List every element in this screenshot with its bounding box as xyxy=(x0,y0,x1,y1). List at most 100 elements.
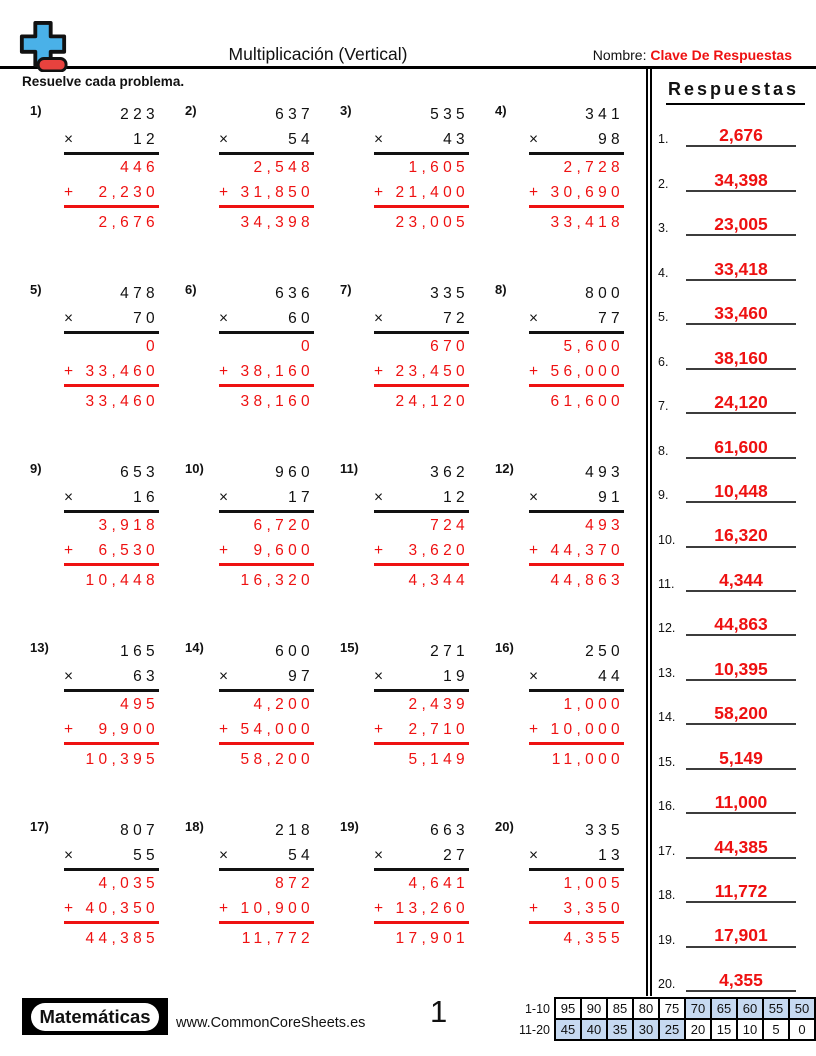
problem-20: 20) 335 × 13 1,005 +3,350 4,355 xyxy=(495,818,650,997)
partial-product-2: +23,450 xyxy=(374,359,469,387)
problem-6: 6) 636 × 60 0 +38,160 38,160 xyxy=(185,281,340,460)
problem-label: 4) xyxy=(495,103,507,118)
multiplier: 13 xyxy=(598,847,624,864)
multiplier-row: × 77 xyxy=(529,306,624,334)
problems-panel: Resuelve cada problema. 1) 223 × 12 446 +… xyxy=(0,69,646,996)
times-icon: × xyxy=(64,131,74,148)
grading-cell: 45 xyxy=(554,1018,582,1041)
partial-product-1: 1,000 xyxy=(563,696,624,713)
grading-cell: 0 xyxy=(788,1018,816,1041)
product: 10,448 xyxy=(85,572,159,589)
answer-row-17: 17. 44,385 xyxy=(652,818,816,862)
problem-label: 14) xyxy=(185,640,204,655)
plus-icon: + xyxy=(374,900,384,917)
answer-number: 18. xyxy=(658,888,676,903)
problem-1: 1) 223 × 12 446 +2,230 2,676 xyxy=(30,102,185,281)
product: 44,863 xyxy=(550,572,624,589)
problem-16: 16) 250 × 44 1,000 +10,000 11,000 xyxy=(495,639,650,818)
partial-product-2: +44,370 xyxy=(529,538,624,566)
grading-cell: 5 xyxy=(762,1018,790,1041)
problem-14: 14) 600 × 97 4,200 +54,000 58,200 xyxy=(185,639,340,818)
multiplicand: 600 xyxy=(275,643,314,660)
answer-number: 5. xyxy=(658,310,669,325)
problem-label: 9) xyxy=(30,461,42,476)
multiplier: 70 xyxy=(133,310,159,327)
answer-number: 12. xyxy=(658,621,676,636)
multiplier-row: × 44 xyxy=(529,664,624,692)
problem-work: 223 × 12 446 +2,230 2,676 xyxy=(64,102,159,281)
answer-value: 38,160 xyxy=(686,348,796,370)
multiplicand: 535 xyxy=(430,106,469,123)
problem-label: 18) xyxy=(185,819,204,834)
problem-work: 653 × 16 3,918 +6,530 10,448 xyxy=(64,460,159,639)
grading-cell: 35 xyxy=(606,1018,634,1041)
grading-cell: 10 xyxy=(736,1018,764,1041)
times-icon: × xyxy=(64,310,74,327)
partial-product-1: 495 xyxy=(120,696,159,713)
answers-heading: Respuestas xyxy=(666,77,806,105)
commoncoresheets-plus-logo-icon xyxy=(18,20,68,77)
multiplier-row: × 70 xyxy=(64,306,159,334)
answer-row-1: 1. 2,676 xyxy=(652,107,816,151)
partial-product-1: 4,641 xyxy=(408,875,469,892)
grading-row-label: 1-10 xyxy=(524,1001,550,1016)
plus-icon: + xyxy=(219,184,229,201)
problem-9: 9) 653 × 16 3,918 +6,530 10,448 xyxy=(30,460,185,639)
multiplier: 27 xyxy=(443,847,469,864)
plus-icon: + xyxy=(219,542,229,559)
answer-number: 3. xyxy=(658,221,669,236)
times-icon: × xyxy=(219,131,229,148)
times-icon: × xyxy=(529,847,539,864)
product: 16,320 xyxy=(240,572,314,589)
multiplicand: 478 xyxy=(120,285,159,302)
multiplier: 54 xyxy=(288,847,314,864)
product: 33,418 xyxy=(550,214,624,231)
answer-number: 2. xyxy=(658,176,669,191)
plus-icon: + xyxy=(529,184,539,201)
answer-row-12: 12. 44,863 xyxy=(652,596,816,640)
website-url: www.CommonCoreSheets.es xyxy=(176,1015,366,1031)
problem-work: 271 × 19 2,439 +2,710 5,149 xyxy=(374,639,469,818)
problem-label: 1) xyxy=(30,103,42,118)
product: 34,398 xyxy=(240,214,314,231)
name-bar: Nombre: Clave De Respuestas xyxy=(593,47,792,63)
problem-label: 13) xyxy=(30,640,49,655)
brand-label: Matemáticas xyxy=(31,1002,159,1031)
partial-product-2: +13,260 xyxy=(374,896,469,924)
multiplier: 16 xyxy=(133,489,159,506)
problem-11: 11) 362 × 12 724 +3,620 4,344 xyxy=(340,460,495,639)
multiplicand: 807 xyxy=(120,822,159,839)
partial-product-2: +31,850 xyxy=(219,180,314,208)
answer-number: 11. xyxy=(658,576,675,591)
times-icon: × xyxy=(529,489,539,506)
plus-icon: + xyxy=(374,721,384,738)
partial-product-1: 670 xyxy=(430,338,469,355)
problem-work: 960 × 17 6,720 +9,600 16,320 xyxy=(219,460,314,639)
partial-2-value: 2,230 xyxy=(98,184,159,201)
multiplicand: 341 xyxy=(585,106,624,123)
multiplicand: 637 xyxy=(275,106,314,123)
answer-number: 1. xyxy=(658,132,669,147)
grading-cell: 90 xyxy=(580,997,608,1020)
problem-label: 20) xyxy=(495,819,514,834)
plus-icon: + xyxy=(529,363,539,380)
matematicas-logo: Matemáticas xyxy=(22,998,168,1035)
answer-row-6: 6. 38,160 xyxy=(652,329,816,373)
partial-product-1: 6,720 xyxy=(253,517,314,534)
problem-work: 535 × 43 1,605 +21,400 23,005 xyxy=(374,102,469,281)
problem-work: 335 × 72 670 +23,450 24,120 xyxy=(374,281,469,460)
multiplier: 55 xyxy=(133,847,159,864)
multiplier-row: × 55 xyxy=(64,843,159,871)
grading-cell: 40 xyxy=(580,1018,608,1041)
answer-value: 4,344 xyxy=(686,570,796,592)
product: 5,149 xyxy=(408,751,469,768)
answer-value: 61,600 xyxy=(686,437,796,459)
answer-row-15: 15. 5,149 xyxy=(652,729,816,773)
times-icon: × xyxy=(529,668,539,685)
main-area: Resuelve cada problema. 1) 223 × 12 446 +… xyxy=(0,69,816,996)
partial-2-value: 9,900 xyxy=(98,721,159,738)
answer-number: 16. xyxy=(658,799,676,814)
partial-product-1: 724 xyxy=(430,517,469,534)
partial-product-2: +30,690 xyxy=(529,180,624,208)
